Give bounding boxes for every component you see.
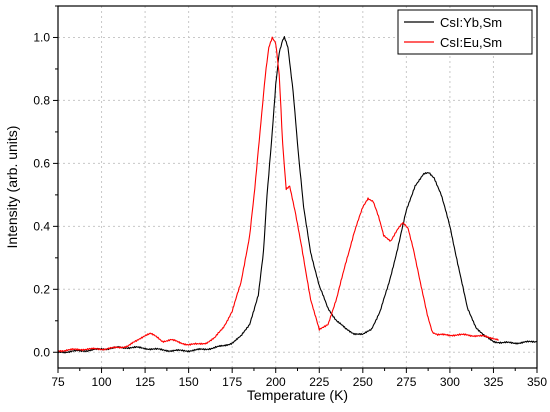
x-tick-label: 225 xyxy=(309,375,329,389)
x-tick-label: 100 xyxy=(92,375,112,389)
series-line-2 xyxy=(57,36,499,353)
x-tick-label: 250 xyxy=(353,375,373,389)
legend: CsI:Yb,Sm CsI:Eu,Sm xyxy=(397,9,533,55)
y-tick-label: 0.8 xyxy=(33,93,50,107)
y-tick-label: 0.0 xyxy=(33,345,50,359)
y-tick-label: 1.0 xyxy=(33,30,50,44)
plot-frame xyxy=(57,5,538,369)
x-tick-label: 75 xyxy=(51,375,65,389)
series-line-1 xyxy=(57,36,538,354)
y-axis-label: Intensity (arb. units) xyxy=(4,126,20,249)
y-tick-label: 0.2 xyxy=(33,282,50,296)
y-tick-label: 0.6 xyxy=(33,156,50,170)
legend-box xyxy=(397,9,533,55)
axis-ticks: 75 100 125 150 175 200 225 250 275 300 325 350 0.0 0.… xyxy=(33,5,547,389)
x-tick-label: 325 xyxy=(483,375,503,389)
legend-label-2: CsI:Eu,Sm xyxy=(440,35,502,50)
series-lines xyxy=(57,36,538,354)
x-tick-label: 350 xyxy=(527,375,547,389)
y-tick-label: 0.4 xyxy=(33,219,50,233)
x-tick-label: 150 xyxy=(179,375,199,389)
x-tick-label: 175 xyxy=(222,375,242,389)
x-tick-label: 275 xyxy=(396,375,416,389)
x-axis-label: Temperature (K) xyxy=(247,387,348,403)
x-tick-label: 200 xyxy=(266,375,286,389)
x-tick-label: 125 xyxy=(135,375,155,389)
axis-labels: Temperature (K) Intensity (arb. units) xyxy=(4,126,348,403)
x-tick-label: 300 xyxy=(440,375,460,389)
legend-label-1: CsI:Yb,Sm xyxy=(440,15,502,30)
grid-lines xyxy=(58,6,537,368)
